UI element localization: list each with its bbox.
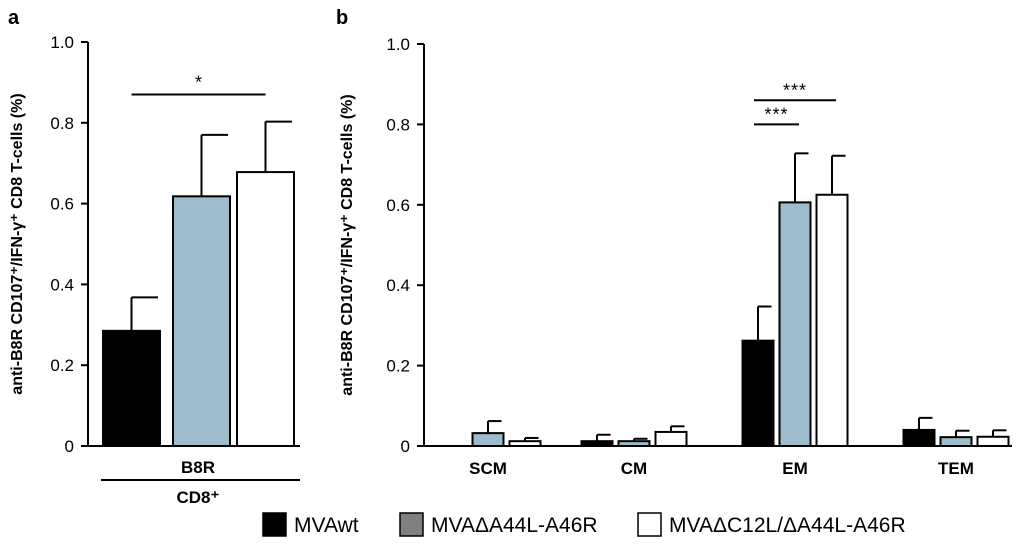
panel-b-bar-CM-2 [654,430,688,447]
panel-b-bar-EM-2 [815,193,849,447]
panel-b-bar-CM-1 [617,440,651,447]
panel-a-x-tick-label: B8R [181,458,215,477]
panel-b-bar-SCM-2 [508,440,542,447]
panel-b-bar-TEM-1 [939,436,973,448]
panel-b-x-tick-label: SCM [469,459,507,478]
panel-a-letter: a [8,7,20,29]
panel-a-bar-2 [236,171,295,447]
panel-b-y-tick-label: 0.4 [386,276,410,295]
legend-swatch-1 [399,512,424,537]
panel-a-y-tick-label: 0.4 [50,275,74,294]
panel-b-bar-CM-0 [580,440,614,447]
panel-b-bar-TEM-0 [902,428,936,448]
panel-b-y-tick-label: 0.2 [386,357,410,376]
panel-b-bar-EM-1 [778,201,812,447]
panel-b-y-tick-label: 0.6 [386,196,410,215]
panel-b-y-tick-label: 0 [401,437,410,456]
panel-b-x-tick-label: CM [621,459,647,478]
panel-b-bar-EM-0 [741,339,775,447]
panel-a-y-tick-label: 0.8 [50,114,74,133]
panel-b-y-tick-label: 0.8 [386,115,410,134]
panel-a-bar-0 [102,329,161,447]
panel-b-bar-SCM-1 [471,432,505,447]
panel-b-x-tick-label: EM [782,459,808,478]
panel-a-y-tick-label: 0.2 [50,356,74,375]
panel-b-letter: b [336,7,348,29]
panel-b-y-tick-label: 1.0 [386,35,410,54]
panel-a-y-tick-label: 0 [65,437,74,456]
panel-b: b 0 0.2 0.4 0.6 0.8 1.0 anti-B8R CD107⁺/IFN-γ⁺ … [336,7,1012,478]
panel-a: a 0 0.2 0.4 0.6 0.8 1.0 anti-B8R CD107⁺/IFN-γ⁺ … [8,7,300,507]
panel-a-significance-label: * [195,73,202,93]
legend-label-2: MVAΔC12L/ΔA44L-A46R [669,514,906,537]
panel-a-bar-1 [172,195,231,447]
panel-b-x-tick-label: TEM [938,459,974,478]
legend-label-0: MVAwt [294,514,359,537]
panel-b-significance-label: *** [764,104,788,124]
panel-a-y-axis-label: anti-B8R CD107⁺/IFN-γ⁺ CD8 T-cells (%) [9,93,26,394]
legend-label-1: MVAΔA44L-A46R [431,514,598,537]
panel-a-y-tick-label: 0.6 [50,195,74,214]
panel-b-y-axis-label: anti-B8R CD107⁺/IFN-γ⁺ CD8 T-cells (%) [339,94,356,395]
panel-b-significance-label: *** [783,80,807,100]
legend-swatch-0 [262,512,287,537]
legend: MVAwt MVAΔA44L-A46R MVAΔC12L/ΔA44L-A46R [262,512,906,537]
panel-a-y-tick-label: 1.0 [50,33,74,52]
panel-a-group-label: CD8⁺ [177,488,220,507]
panel-b-bar-TEM-2 [976,435,1010,447]
legend-swatch-2 [637,512,662,537]
